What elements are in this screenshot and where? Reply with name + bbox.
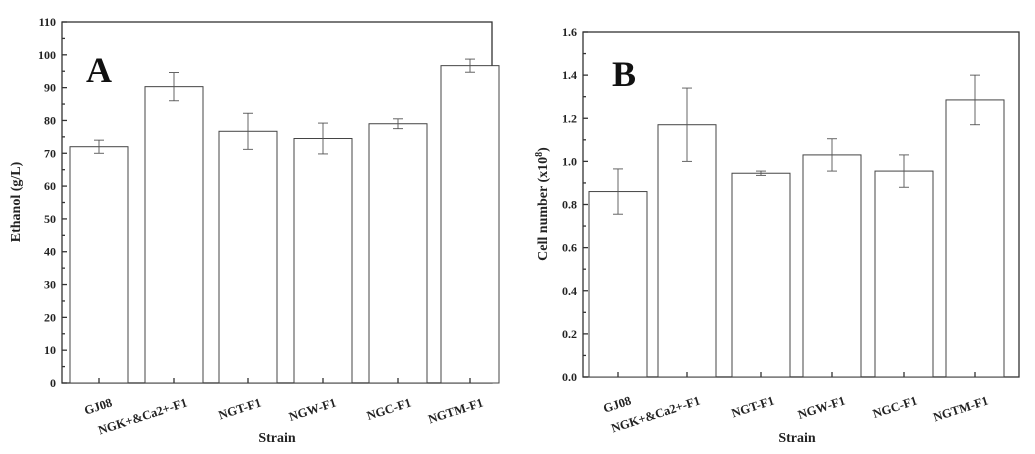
panel-a-bars: [69, 58, 500, 384]
panel-a-y-tick-label: 50: [44, 212, 56, 226]
panel-b-bars: [588, 74, 1005, 378]
panel-a-y-tick-label: 0: [50, 376, 56, 390]
panel-a-y-tick-label: 10: [44, 343, 56, 357]
panel-b-bar: [945, 99, 1005, 378]
panel-a-y-tick-label: 40: [44, 245, 56, 259]
panel-b-y-axis-title-exponent: 8: [534, 152, 545, 157]
panel-a-bar: [144, 86, 204, 384]
panel-a-y-axis: 0 10 20 30 40 50 60 70 80 90 100 110: [38, 15, 67, 390]
panel-b-y-tick-label: 1.2: [562, 111, 577, 125]
panel-a-y-tick-label: 90: [44, 81, 56, 95]
panel-b-bar: [802, 154, 862, 378]
panel-a-y-axis-title: Ethanol (g/L): [9, 161, 24, 242]
panel-a-y-tick-label: 20: [44, 310, 56, 324]
panel-b-y-tick-label: 0.0: [562, 370, 577, 384]
panel-b-y-tick-label: 0.4: [562, 284, 577, 298]
panel-a-category-label: NGTM-F1: [426, 396, 484, 427]
panel-a-category-label: NGW-F1: [287, 396, 338, 424]
panel-a-y-tick-label: 30: [44, 278, 56, 292]
panel-b-category-label: GJ08: [602, 394, 633, 416]
panel-a-x-axis-title: Strain: [258, 431, 296, 446]
panel-b-category-label: NGT-F1: [730, 394, 776, 421]
panel-a-bar: [218, 130, 278, 384]
panel-b-y-axis: 0.0 0.2 0.4 0.6 0.8 1.0 1.2 1.4 1.6: [562, 25, 588, 384]
panel-a-y-tick-label: 60: [44, 179, 56, 193]
panel-b-cell-number-chart: 0.00.20.40.60.81.01.21.41.6 GJ08NGK+&Ca2…: [534, 25, 1020, 446]
panel-a-bar: [69, 146, 129, 384]
panel-a-y-tick-label: 80: [44, 113, 56, 127]
panel-b-y-tick-label: 0.8: [562, 198, 577, 212]
panel-b-y-tick-label: 1.4: [562, 68, 577, 82]
panel-b-y-tick-label: 1.0: [562, 154, 577, 168]
panel-b-y-tick-label: 1.6: [562, 25, 577, 39]
panel-b-category-label: NGC-F1: [871, 394, 919, 421]
panel-b-x-axis-title: Strain: [778, 431, 816, 446]
panel-b-category-label: NGTM-F1: [931, 394, 989, 425]
panel-b-bar: [731, 172, 791, 378]
panel-a-y-tick-label: 100: [38, 48, 56, 62]
panel-b-bar: [657, 124, 717, 378]
panel-a-letter: A: [86, 50, 112, 90]
panel-a-y-tick-label: 110: [39, 15, 56, 29]
panel-b-category-label: NGW-F1: [796, 394, 847, 422]
panel-b-y-tick-label: 0.6: [562, 241, 577, 255]
panel-a-category-label: GJ08: [83, 396, 114, 418]
panel-b-letter: B: [612, 54, 636, 94]
panel-b-y-tick-label: 0.2: [562, 327, 577, 341]
panel-b-y-axis-title-main: Cell number (x10: [536, 157, 551, 261]
panel-a-y-tick-label: 70: [44, 146, 56, 160]
panel-b-bar: [874, 170, 934, 378]
panel-b-y-axis-title: Cell number (x108): [534, 147, 551, 261]
panel-b-y-axis-title-end: ): [536, 147, 551, 152]
panel-a-bar: [368, 123, 428, 384]
panel-a-category-label: NGC-F1: [365, 396, 413, 423]
panel-a-bar: [293, 138, 353, 384]
panel-b-bar: [588, 191, 648, 378]
panel-a-category-label: NGT-F1: [217, 396, 263, 423]
panel-a-bar: [440, 65, 500, 384]
